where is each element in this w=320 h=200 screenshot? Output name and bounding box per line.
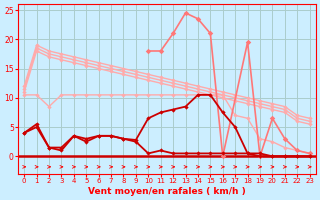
X-axis label: Vent moyen/en rafales ( km/h ): Vent moyen/en rafales ( km/h ): [88, 187, 246, 196]
